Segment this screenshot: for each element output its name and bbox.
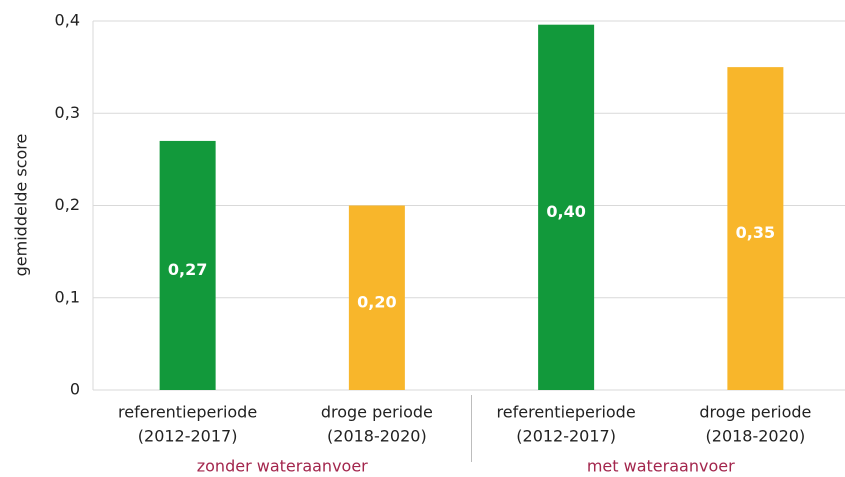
value-label: 0,20 xyxy=(357,292,396,311)
y-tick-label: 0,2 xyxy=(55,195,80,214)
value-label: 0,27 xyxy=(168,260,207,279)
x-tick-label: (2018-2020) xyxy=(706,427,806,446)
value-label: 0,35 xyxy=(736,223,775,242)
x-tick-label: droge periode xyxy=(699,403,811,422)
y-tick-label: 0,4 xyxy=(55,11,80,30)
y-tick-label: 0 xyxy=(70,380,80,399)
x-tick-label: referentieperiode xyxy=(497,403,636,422)
y-axis-label: gemiddelde score xyxy=(12,134,31,277)
x-tick-label: (2018-2020) xyxy=(327,427,427,446)
x-tick-label: (2012-2017) xyxy=(516,427,616,446)
bar xyxy=(159,140,216,390)
x-tick-label: (2012-2017) xyxy=(138,427,238,446)
y-tick-label: 0,3 xyxy=(55,103,80,122)
value-label: 0,40 xyxy=(546,202,585,221)
group-label: zonder wateraanvoer xyxy=(197,457,368,476)
x-tick-label: droge periode xyxy=(321,403,433,422)
bar xyxy=(538,24,595,390)
group-label: met wateraanvoer xyxy=(587,457,735,476)
y-tick-label: 0,1 xyxy=(55,287,80,306)
bar xyxy=(727,67,784,390)
bar xyxy=(348,205,405,390)
x-tick-label: referentieperiode xyxy=(118,403,257,422)
